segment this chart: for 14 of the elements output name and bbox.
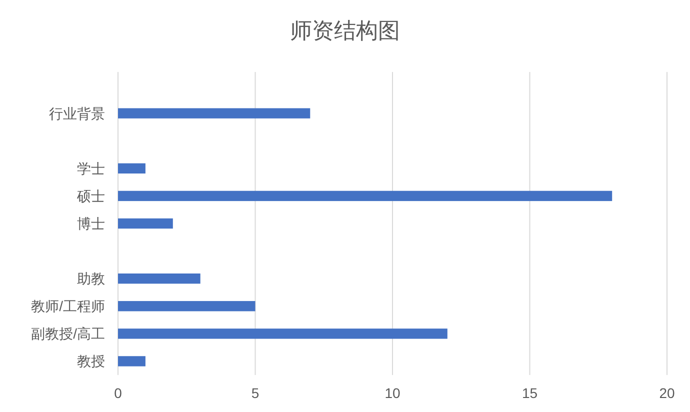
category-label: 学士 — [77, 160, 105, 176]
category-label: 助教 — [77, 270, 105, 287]
x-tick-label: 15 — [522, 385, 538, 401]
category-label: 教授 — [77, 353, 105, 370]
title: 师资结构图 — [290, 18, 400, 43]
category-label: 行业背景 — [49, 105, 105, 122]
x-tick-label: 5 — [251, 385, 260, 401]
x-tick-label: 20 — [659, 385, 675, 401]
x-tick-label: 0 — [114, 385, 122, 401]
x-tick-label: 10 — [384, 385, 400, 401]
category-label: 硕士 — [77, 188, 105, 204]
category-label: 副教授/高工 — [31, 326, 105, 342]
category-label: 博士 — [77, 216, 105, 232]
category-label: 教师/工程师 — [31, 298, 105, 314]
